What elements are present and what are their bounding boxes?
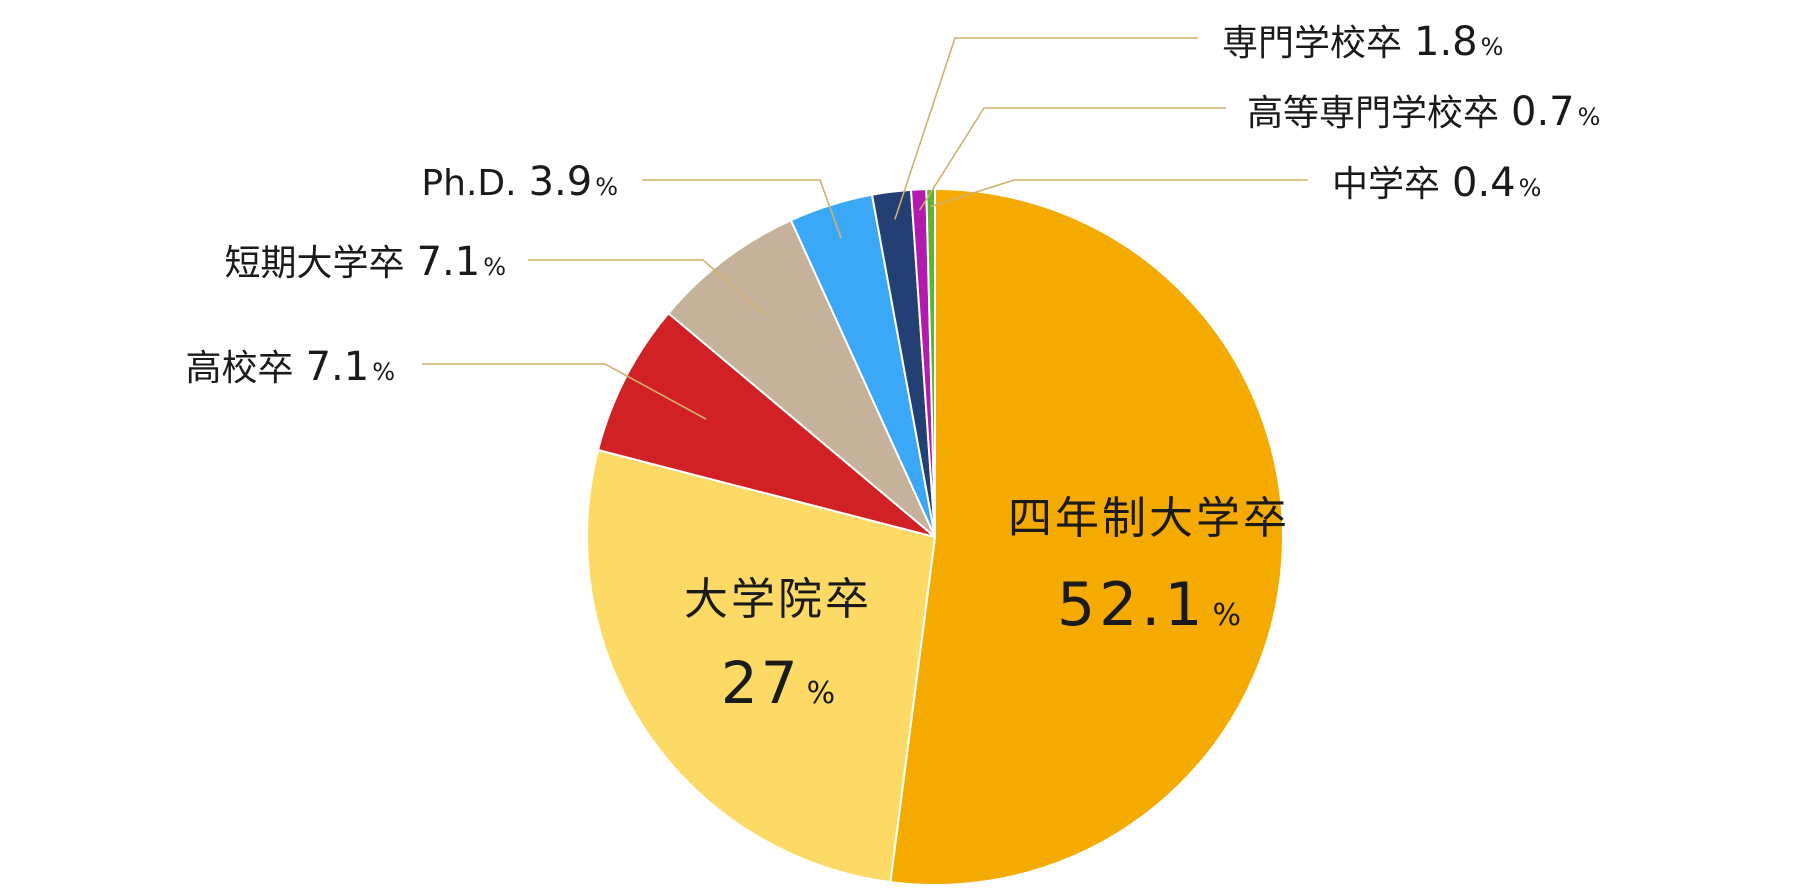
slice-value-number: 1.8 [1414,19,1478,65]
slice-label: 高校卒 [186,348,294,389]
slice-value-number: 7.1 [306,344,370,390]
slice-label: 高等専門学校卒 [1247,93,1499,134]
slice-value-number: 0.7 [1511,89,1575,135]
percent-sign: % [483,253,506,281]
slice-label: Ph.D. [421,163,516,204]
slice-label-outside-2: 高校卒 7.1% [186,344,395,390]
slice-value-number: 7.1 [417,239,481,285]
slice-label-outside-7: 中学卒 0.4% [1332,160,1541,206]
leader-line-3 [528,259,768,316]
slice-value-inside-1: 27% [721,649,835,717]
pie-slice-3 [667,218,936,538]
slice-label-outside-3: 短期大学卒 7.1% [225,239,506,285]
pie-slices [586,187,1284,886]
leader-line-5 [894,37,1198,220]
slice-value-number: 52.1 [1057,570,1207,640]
percent-sign: % [1213,598,1242,633]
slice-label-inside-1: 大学院卒 [684,574,872,625]
slice-label-outside-5: 専門学校卒 1.8% [1222,19,1503,65]
slice-label-inside-0: 四年制大学卒 [1008,493,1290,544]
pie-slice-0 [889,187,1284,886]
slice-label: 専門学校卒 [1222,23,1402,64]
leader-line-7 [930,179,1308,208]
slice-value-inside-0: 52.1% [1057,570,1241,640]
slice-label-outside-4: Ph.D. 3.9% [421,159,618,205]
pie-slice-7 [925,187,936,538]
percent-sign: % [807,676,836,711]
pie-slice-2 [596,311,936,538]
percent-sign: % [1481,33,1504,61]
pie-slice-1 [586,448,937,884]
slice-value-number: 27 [721,649,801,717]
leader-lines [422,37,1308,420]
leader-line-2 [422,363,707,420]
slice-label-outside-6: 高等専門学校卒 0.7% [1247,89,1600,135]
percent-sign: % [372,358,395,386]
slice-value-number: 3.9 [529,159,593,205]
leader-line-6 [918,107,1226,211]
leader-line-4 [642,179,842,239]
slice-label: 中学卒 [1332,164,1440,205]
slice-value-number: 0.4 [1452,160,1516,206]
percent-sign: % [595,173,618,201]
slice-label: 短期大学卒 [225,243,405,284]
percent-sign: % [1578,103,1601,131]
percent-sign: % [1519,174,1542,202]
